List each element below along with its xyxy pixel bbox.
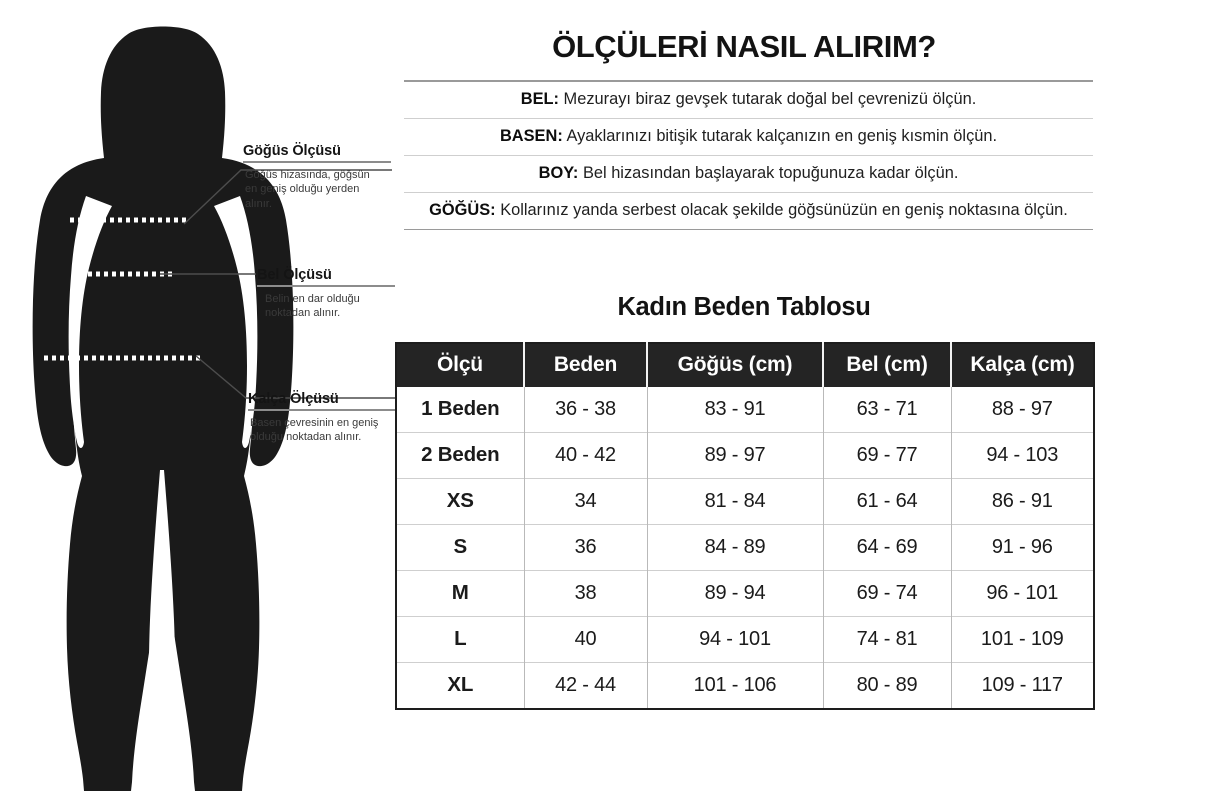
figure-panel: Göğüs Ölçüsü Göğüs hizasında, göğsün en …	[0, 0, 400, 791]
table-row: S 36 84 - 89 64 - 69 91 - 96	[396, 524, 1094, 571]
instruction-item-bel: BEL: Mezurayı biraz gevşek tutarak doğal…	[404, 82, 1093, 118]
column-header-bel: Bel (cm)	[823, 343, 952, 387]
instructions-list: BEL: Mezurayı biraz gevşek tutarak doğal…	[404, 80, 1093, 231]
instruction-term-gogus: GÖĞÜS:	[429, 200, 496, 219]
cell-gogus: 101 - 106	[647, 662, 824, 709]
cell-gogus: 94 - 101	[647, 616, 824, 663]
cell-measure: XL	[396, 662, 525, 709]
column-header-beden: Beden	[524, 343, 648, 387]
cell-bel: 61 - 64	[823, 478, 952, 525]
instructions-divider-2	[404, 154, 1093, 156]
annotation-hip-title: Kalça Ölçüsü	[248, 391, 339, 407]
instruction-item-basen: BASEN: Ayaklarınızı bitişik tutarak kalç…	[404, 119, 1093, 155]
cell-bel: 80 - 89	[823, 662, 952, 709]
cell-beden: 42 - 44	[524, 662, 648, 709]
cell-beden: 36	[524, 524, 648, 571]
cell-gogus: 83 - 91	[647, 387, 824, 433]
column-header-gogus: Göğüs (cm)	[647, 343, 824, 387]
instructions-divider-3	[404, 191, 1093, 193]
leader-lines	[160, 169, 396, 399]
instructions-divider-1	[404, 117, 1093, 119]
table-row: XL 42 - 44 101 - 106 80 - 89 109 - 117	[396, 662, 1094, 709]
cell-gogus: 84 - 89	[647, 524, 824, 571]
cell-measure: M	[396, 570, 525, 617]
cell-bel: 69 - 74	[823, 570, 952, 617]
cell-measure: S	[396, 524, 525, 571]
instruction-text-gogus: Kollarınız yanda serbest olacak şekilde …	[500, 200, 1068, 219]
cell-beden: 40	[524, 616, 648, 663]
female-body-silhouette	[32, 26, 396, 791]
cell-kalca: 94 - 103	[951, 432, 1094, 479]
cell-bel: 74 - 81	[823, 616, 952, 663]
table-row: 2 Beden 40 - 42 89 - 97 69 - 77 94 - 103	[396, 432, 1094, 479]
cell-measure: 1 Beden	[396, 387, 525, 433]
cell-beden: 36 - 38	[524, 387, 648, 433]
cell-kalca: 88 - 97	[991, 397, 1053, 420]
content-panel: ÖLÇÜLERİ NASIL ALIRIM? BEL: Mezurayı bir…	[395, 0, 1095, 791]
cell-gogus: 89 - 94	[647, 570, 824, 617]
cell-kalca: 91 - 96	[951, 524, 1094, 571]
cell-gogus: 81 - 84	[647, 478, 824, 525]
table-row: L 40 94 - 101 74 - 81 101 - 109	[396, 616, 1094, 663]
cell-kalca: 101 - 109	[951, 616, 1094, 663]
cell-kalca: 86 - 91	[951, 478, 1094, 525]
size-chart-table: Ölçü Beden Göğüs (cm) Bel (cm) Kalça (cm…	[395, 342, 1095, 710]
instruction-text-boy: Bel hizasından başlayarak topuğunuza kad…	[582, 163, 959, 182]
chest-leader-line	[183, 169, 392, 225]
annotation-chest-divider	[243, 161, 391, 163]
table-row: XS 34 81 - 84 61 - 64 86 - 91	[396, 478, 1094, 525]
table-row: M 38 89 - 94 69 - 74 96 - 101	[396, 570, 1094, 617]
annotation-hip-divider	[248, 409, 396, 411]
annotation-chest-title: Göğüs Ölçüsü	[243, 143, 341, 159]
annotation-chest-body: Göğüs hizasında, göğsün en geniş olduğu …	[245, 168, 370, 210]
arm-torso-gaps	[68, 196, 258, 791]
table-header-row: Ölçü Beden Göğüs (cm) Bel (cm) Kalça (cm…	[396, 343, 1094, 387]
annotation-hip-body: Basen çevresinin en geniş olduğu noktada…	[250, 416, 379, 444]
column-header-kalca: Kalça (cm)	[951, 343, 1094, 387]
instruction-item-boy: BOY: Bel hizasından başlayarak topuğunuz…	[404, 156, 1093, 192]
annotation-waist-body: Belin en dar olduğu noktadan alınır.	[265, 292, 360, 320]
annotation-waist-title: Bel Ölçüsü	[257, 267, 332, 283]
annotation-waist-divider	[257, 285, 395, 287]
instructions-divider-bottom	[404, 228, 1093, 231]
annotation-hip: Kalça Ölçüsü Basen çevresinin en geniş o…	[248, 391, 400, 445]
instruction-term-bel: BEL:	[520, 89, 559, 108]
instructions-divider-top	[404, 80, 1093, 82]
table-row: 1 Beden 36 - 38 83 - 91 63 - 71 88 - 97	[396, 387, 1094, 433]
hip-leader-line	[195, 355, 396, 399]
annotation-chest: Göğüs Ölçüsü Göğüs hizasında, göğsün en …	[243, 143, 395, 211]
instruction-term-boy: BOY:	[538, 163, 579, 182]
cell-beden: 38	[524, 570, 648, 617]
cell-bel: 64 - 69	[823, 524, 952, 571]
cell-measure: L	[396, 616, 525, 663]
column-header-olcu: Ölçü	[396, 343, 525, 387]
page-title: ÖLÇÜLERİ NASIL ALIRIM?	[552, 29, 936, 64]
annotation-waist: Bel Ölçüsü Belin en dar olduğu noktadan …	[257, 267, 403, 321]
instruction-text-basen: Ayaklarınızı bitişik tutarak kalçanızın …	[566, 126, 998, 145]
cell-beden: 40 - 42	[524, 432, 648, 479]
instruction-term-basen: BASEN:	[499, 126, 563, 145]
cell-beden: 34	[524, 478, 648, 525]
cell-kalca: 96 - 101	[951, 570, 1094, 617]
cell-kalca: 109 - 117	[951, 662, 1094, 709]
cell-bel: 63 - 71	[823, 387, 952, 433]
table-title: Kadın Beden Tablosu	[617, 293, 871, 321]
cell-bel: 69 - 77	[823, 432, 952, 479]
instruction-text-bel: Mezurayı biraz gevşek tutarak doğal bel …	[563, 89, 977, 108]
cell-gogus: 89 - 97	[647, 432, 824, 479]
cell-measure: 2 Beden	[396, 432, 525, 479]
cell-measure: XS	[396, 478, 525, 525]
instruction-item-gogus: GÖĞÜS: Kollarınız yanda serbest olacak ş…	[404, 193, 1093, 229]
